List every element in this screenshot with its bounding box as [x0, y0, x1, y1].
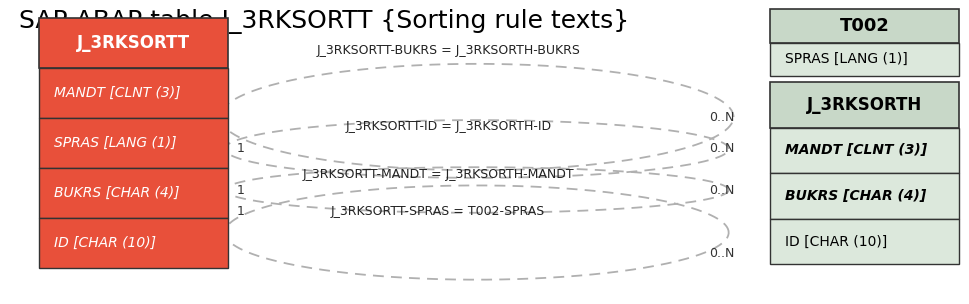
FancyBboxPatch shape: [770, 82, 959, 128]
FancyBboxPatch shape: [39, 68, 228, 118]
Text: J_3RKSORTT-ID = J_3RKSORTH-ID: J_3RKSORTT-ID = J_3RKSORTH-ID: [346, 120, 551, 133]
Text: 0..N: 0..N: [709, 111, 735, 123]
Text: MANDT [CLNT (3)]: MANDT [CLNT (3)]: [786, 143, 927, 157]
Text: 0..N: 0..N: [709, 184, 735, 196]
Text: J_3RKSORTT-BUKRS = J_3RKSORTH-BUKRS: J_3RKSORTT-BUKRS = J_3RKSORTH-BUKRS: [317, 44, 580, 57]
FancyBboxPatch shape: [770, 9, 959, 43]
Text: SPRAS [LANG (1)]: SPRAS [LANG (1)]: [786, 52, 908, 66]
Text: 1: 1: [236, 205, 244, 218]
Text: 1: 1: [236, 184, 244, 196]
FancyBboxPatch shape: [770, 173, 959, 219]
Text: T002: T002: [840, 17, 890, 35]
Text: SAP ABAP table J_3RKSORTT {Sorting rule texts}: SAP ABAP table J_3RKSORTT {Sorting rule …: [19, 9, 630, 34]
FancyBboxPatch shape: [770, 43, 959, 76]
FancyBboxPatch shape: [39, 168, 228, 218]
Text: MANDT [CLNT (3)]: MANDT [CLNT (3)]: [54, 86, 180, 100]
Text: J_3RKSORTT-MANDT = J_3RKSORTH-MANDT: J_3RKSORTT-MANDT = J_3RKSORTH-MANDT: [302, 168, 574, 181]
Text: ID [CHAR (10)]: ID [CHAR (10)]: [786, 235, 888, 249]
Text: BUKRS [CHAR (4)]: BUKRS [CHAR (4)]: [54, 186, 179, 200]
FancyBboxPatch shape: [770, 219, 959, 264]
Text: J_3RKSORTT-SPRAS = T002-SPRAS: J_3RKSORTT-SPRAS = T002-SPRAS: [330, 205, 546, 218]
FancyBboxPatch shape: [39, 118, 228, 168]
FancyBboxPatch shape: [39, 218, 228, 268]
Text: ID [CHAR (10)]: ID [CHAR (10)]: [54, 236, 156, 250]
Text: 0..N: 0..N: [709, 247, 735, 260]
Text: 1: 1: [236, 143, 244, 155]
Text: J_3RKSORTT: J_3RKSORTT: [77, 34, 190, 52]
Text: SPRAS [LANG (1)]: SPRAS [LANG (1)]: [54, 136, 176, 150]
Text: 0..N: 0..N: [709, 143, 735, 155]
FancyBboxPatch shape: [39, 18, 228, 68]
Text: J_3RKSORTH: J_3RKSORTH: [807, 96, 922, 114]
Text: BUKRS [CHAR (4)]: BUKRS [CHAR (4)]: [786, 189, 926, 203]
FancyBboxPatch shape: [770, 128, 959, 173]
